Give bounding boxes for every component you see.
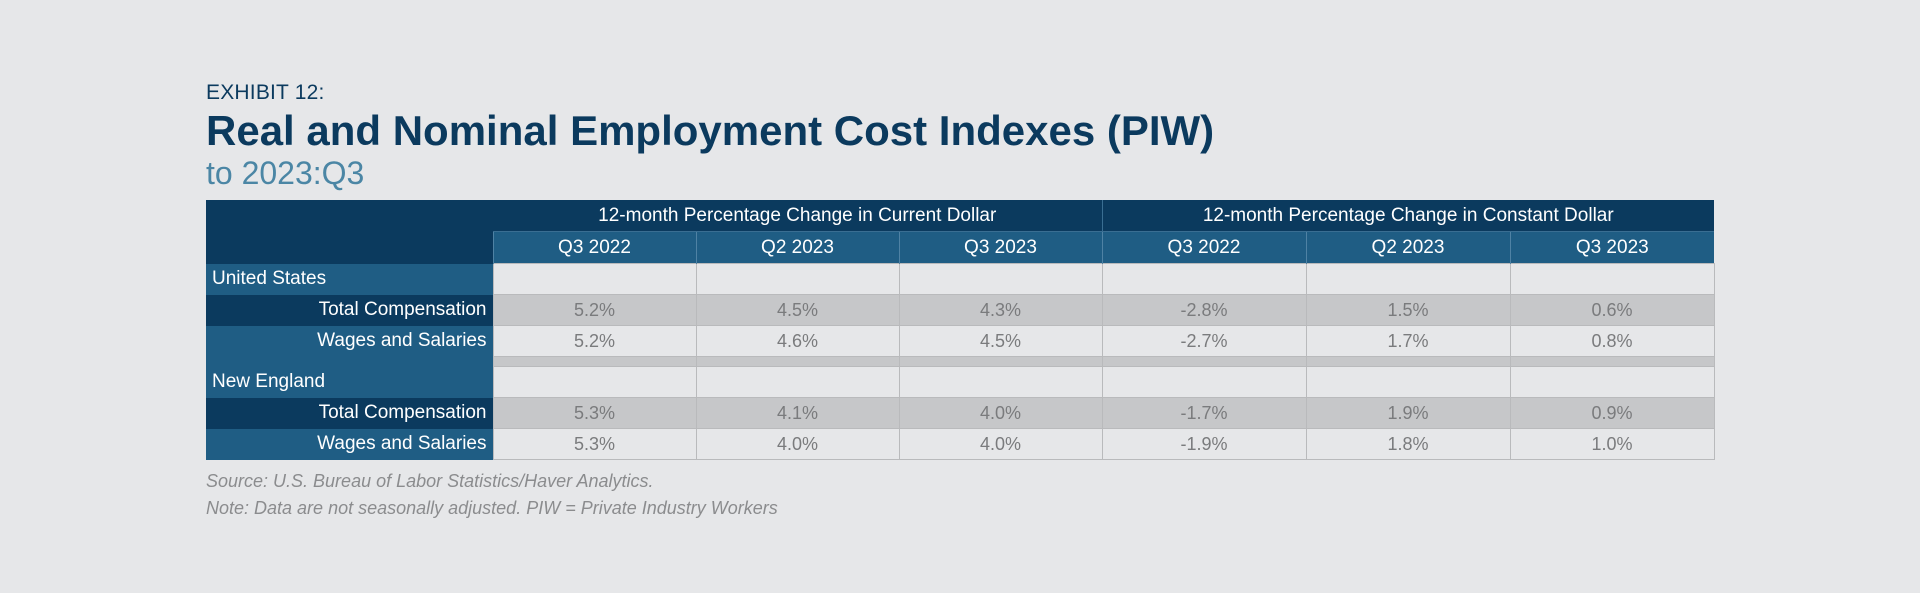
table-cell: 4.0% [898, 428, 1103, 460]
spacer-cell [492, 356, 697, 367]
column-group-header-row: 12-month Percentage Change in Current Do… [206, 200, 1715, 264]
table-row: Wages and Salaries 5.3% 4.0% 4.0% -1.9% … [206, 428, 1715, 460]
table-cell: -1.9% [1101, 428, 1307, 460]
table-cell: 1.0% [1509, 428, 1715, 460]
column-header: Q3 2023 [1509, 231, 1715, 264]
spacer-cell [1305, 356, 1511, 367]
exhibit-title: Real and Nominal Employment Cost Indexes… [206, 107, 1215, 154]
table-cell: 1.8% [1305, 428, 1511, 460]
table-cell: 4.1% [695, 397, 900, 429]
table-cell: 4.6% [695, 325, 900, 357]
column-group-current-dollar: 12-month Percentage Change in Current Do… [493, 200, 1102, 232]
table-cell [492, 366, 697, 398]
row-label: Wages and Salaries [206, 428, 493, 460]
table-cell: -2.8% [1101, 294, 1307, 326]
table-corner [206, 200, 493, 264]
section-label: United States [206, 263, 493, 295]
table-cell: 4.3% [898, 294, 1103, 326]
section-row: New England [206, 366, 1715, 398]
column-header-row: Q3 2022 Q2 2023 Q3 2023 Q3 2022 Q2 2023 … [206, 231, 1715, 264]
table-cell: 1.9% [1305, 397, 1511, 429]
spacer-cell [1509, 356, 1715, 367]
table-cell: 5.2% [492, 325, 697, 357]
footnotes: Source: U.S. Bureau of Labor Statistics/… [206, 468, 1714, 522]
table-row: Total Compensation 5.2% 4.5% 4.3% -2.8% … [206, 294, 1715, 326]
table-cell: 5.3% [492, 397, 697, 429]
table-cell [1101, 263, 1307, 295]
exhibit-subtitle: to 2023:Q3 [206, 155, 365, 191]
column-header: Q3 2023 [898, 231, 1102, 264]
exhibit: EXHIBIT 12: Real and Nominal Employment … [206, 80, 1715, 522]
column-group-constant-dollar: 12-month Percentage Change in Constant D… [1101, 200, 1715, 232]
source-note: Source: U.S. Bureau of Labor Statistics/… [206, 471, 654, 491]
table-cell [898, 366, 1103, 398]
spacer-cell [206, 356, 493, 367]
data-table: 12-month Percentage Change in Current Do… [206, 200, 1715, 460]
table-cell [898, 263, 1103, 295]
table-cell: 5.2% [492, 294, 697, 326]
column-header: Q2 2023 [1305, 231, 1510, 264]
table-cell [695, 263, 900, 295]
column-header: Q3 2022 [492, 231, 696, 264]
table-cell: 1.5% [1305, 294, 1511, 326]
row-label: Total Compensation [206, 397, 493, 429]
table-cell [1305, 366, 1511, 398]
exhibit-number: EXHIBIT 12: [206, 81, 325, 104]
spacer-cell [695, 356, 900, 367]
data-note: Note: Data are not seasonally adjusted. … [206, 498, 778, 518]
table-cell [492, 263, 697, 295]
table-cell: 4.5% [898, 325, 1103, 357]
row-label: Total Compensation [206, 294, 493, 326]
spacer-cell [1101, 356, 1307, 367]
table-cell [1509, 366, 1715, 398]
spacer-row [206, 356, 1715, 367]
table-cell: 4.0% [695, 428, 900, 460]
table-cell: 0.9% [1509, 397, 1715, 429]
table-cell: 0.6% [1509, 294, 1715, 326]
table-cell [695, 366, 900, 398]
spacer-cell [898, 356, 1103, 367]
row-label: Wages and Salaries [206, 325, 493, 357]
table-cell: 0.8% [1509, 325, 1715, 357]
table-row: Total Compensation 5.3% 4.1% 4.0% -1.7% … [206, 397, 1715, 429]
table-cell: -2.7% [1101, 325, 1307, 357]
table-row: Wages and Salaries 5.2% 4.6% 4.5% -2.7% … [206, 325, 1715, 357]
table-cell [1101, 366, 1307, 398]
section-row: United States [206, 263, 1715, 295]
table-cell [1509, 263, 1715, 295]
section-label: New England [206, 366, 493, 398]
table-cell: 1.7% [1305, 325, 1511, 357]
table-cell: -1.7% [1101, 397, 1307, 429]
table-cell: 4.5% [695, 294, 900, 326]
column-header: Q3 2022 [1101, 231, 1306, 264]
table-cell [1305, 263, 1511, 295]
column-header: Q2 2023 [695, 231, 899, 264]
table-cell: 4.0% [898, 397, 1103, 429]
table-cell: 5.3% [492, 428, 697, 460]
